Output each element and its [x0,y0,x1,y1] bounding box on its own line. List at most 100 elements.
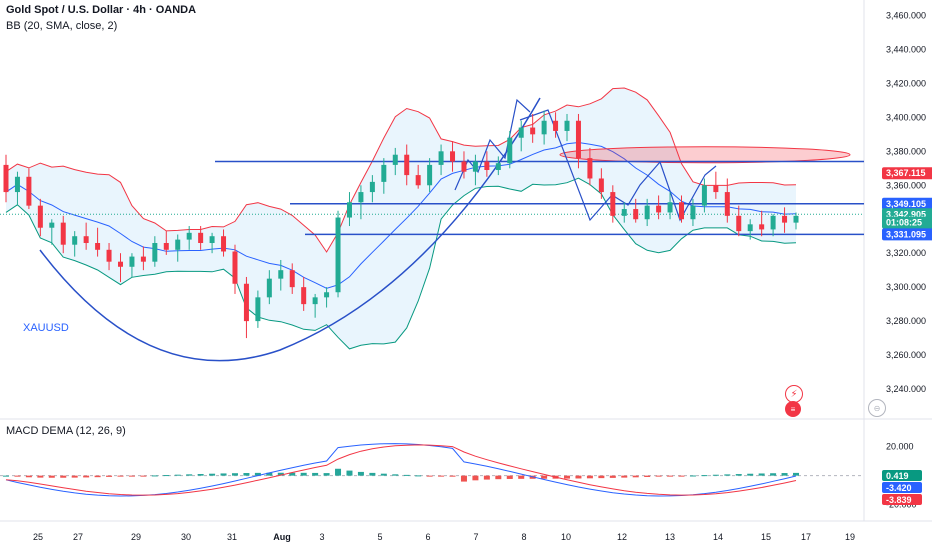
candle-body [518,127,524,138]
bb-upper-line [5,87,797,253]
candle-body [346,202,352,218]
candle-body [37,205,43,228]
price-scale-marker-icon[interactable]: ⊖ [868,399,886,417]
macd-line [5,443,797,497]
candle-body [152,243,158,262]
macd-histogram-bar [117,475,124,477]
macd-histogram-bar [712,474,719,476]
macd-histogram-bar [483,475,490,480]
macd-histogram-bar [689,475,696,477]
candle-body [381,164,387,182]
macd-indicator-label[interactable]: MACD DEMA (12, 26, 9) [6,425,126,437]
candle-body [438,151,444,165]
price-label-text: 3,342.905 [886,209,926,219]
macd-histogram-bar [793,472,799,476]
time-tick-label: 19 [845,532,855,542]
price-tick-label: 3,440.000 [886,44,926,54]
candle-body [186,232,192,240]
macd-histogram-bar [71,475,78,478]
time-tick-label: 13 [665,532,675,542]
candle-body [701,185,707,206]
candle-body [324,292,330,298]
price-label-badge [882,197,932,210]
macd-histogram-bar [403,474,410,476]
candle-body [747,224,753,232]
candle-body [140,256,146,262]
candle-body [564,120,570,131]
macd-histogram-bar [518,475,525,479]
time-tick-label: 29 [131,532,141,542]
macd-histogram-bar [701,475,708,477]
macd-histogram-bar [220,473,227,476]
bb-fill [6,88,796,349]
candle-body [129,256,135,267]
price-tick-label: 3,260.000 [886,350,926,360]
candle-body [72,236,78,245]
macd-histogram-bar [14,475,21,477]
macd-histogram-bar [289,472,296,476]
price-label-text: 3,367.115 [886,168,926,178]
macd-histogram-bar [323,473,330,476]
time-tick-label: 3 [319,532,324,542]
macd-histogram-bar [277,472,284,476]
symbol-label: XAUUSD [23,322,69,334]
cup-curve [39,97,541,362]
time-tick-label: 30 [181,532,191,542]
macd-histogram-bar [48,475,55,478]
macd-histogram-bar [575,475,582,479]
macd-histogram-bar [621,475,628,478]
macd-histogram-bar [506,475,513,479]
macd-histogram-bar [254,472,261,476]
bb-lower-line [5,177,797,350]
time-tick-label: 10 [561,532,571,542]
time-tick-label: 15 [761,532,771,542]
price-label-badge [882,167,932,180]
candle-body [587,158,593,179]
macd-histogram-bar [94,475,101,478]
macd-histogram-bar [564,475,571,479]
candle-body [289,270,295,288]
price-tick-label: 3,300.000 [886,282,926,292]
candle-body [679,202,685,220]
macd-histogram-bar [60,475,67,478]
candle-body [736,215,742,232]
macd-histogram-bar [586,475,593,479]
candle-body [495,163,501,170]
time-tick-label: 6 [425,532,430,542]
macd-histogram-bar [541,475,548,479]
candle-body [553,120,559,131]
macd-histogram-bar [415,475,422,477]
price-label-text: 01:08:25 [886,218,922,228]
macd-histogram-bar [266,472,273,476]
macd-histogram-bar [380,473,387,476]
bb-indicator-label[interactable]: BB (20, SMA, close, 2) [6,20,118,32]
macd-histogram-bar [678,475,685,477]
macd-histogram-bar [369,472,376,476]
candle-body [610,192,616,216]
time-tick-label: 12 [617,532,627,542]
candle-body [472,161,478,172]
macd-histogram-bar [724,474,731,476]
price-tick-label: 3,280.000 [886,316,926,326]
macd-histogram-bar [335,468,342,476]
macd-histogram-bar [300,472,307,476]
us-flag-icon[interactable]: ≡ [785,401,801,417]
price-tick-label: 3,380.000 [886,146,926,156]
candle-body [26,176,32,206]
candle-body [724,192,730,216]
time-tick-label: 27 [73,532,83,542]
candle-body [301,287,307,305]
macd-histogram-bar [128,475,135,477]
chart-title: Gold Spot / U.S. Dollar · 4h · OANDA [6,4,197,16]
time-tick-label: 25 [33,532,43,542]
macd-histogram-bar [609,475,616,478]
price-tick-label: 3,420.000 [886,78,926,88]
candle-body [209,236,215,244]
macd-label-text: 0.419 [886,471,909,481]
macd-histogram-bar [747,473,754,476]
macd-histogram-bar [186,474,193,476]
macd-histogram-bar [735,474,742,476]
candle-body [335,217,341,293]
candle-body [541,120,547,135]
